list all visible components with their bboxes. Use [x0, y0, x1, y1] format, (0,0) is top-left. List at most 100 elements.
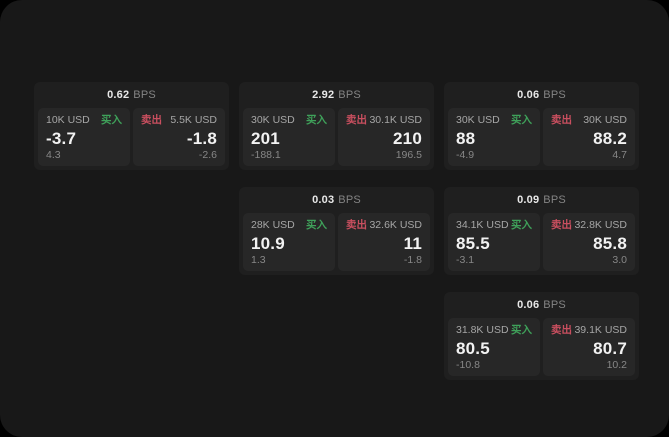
sell-panel[interactable]: 卖出 32.6K USD 11 -1.8 [338, 213, 430, 271]
quote-card: 2.92 BPS 30K USD 买入 201 -188.1 卖出 30.1K … [239, 82, 434, 170]
sell-panel-header: 卖出 30K USD [551, 115, 627, 126]
card-header: 0.06 BPS [444, 292, 639, 318]
buy-panel[interactable]: 30K USD 买入 201 -188.1 [243, 108, 335, 166]
bps-unit-label: BPS [133, 89, 156, 101]
card-header: 0.62 BPS [34, 82, 229, 108]
buy-delta: -10.8 [456, 358, 480, 371]
buy-size-label: 31.8K USD [456, 324, 509, 336]
bps-spread-value: 0.06 [517, 299, 540, 311]
sell-size-label: 39.1K USD [574, 324, 627, 336]
quote-card: 0.09 BPS 34.1K USD 买入 85.5 -3.1 卖出 32.8K… [444, 187, 639, 275]
buy-side-label: 买入 [306, 219, 327, 231]
sell-size-label: 32.6K USD [369, 219, 422, 231]
sell-panel-header: 卖出 32.8K USD [551, 220, 627, 231]
sell-size-label: 32.8K USD [574, 219, 627, 231]
sell-delta: 196.5 [395, 148, 422, 161]
buy-price: 80.5 [456, 338, 490, 358]
buy-delta: -4.9 [456, 148, 475, 161]
sell-panel[interactable]: 卖出 32.8K USD 85.8 3.0 [543, 213, 635, 271]
quote-card: 0.62 BPS 10K USD 买入 -3.7 4.3 卖出 5.5K USD… [34, 82, 229, 170]
card-header: 2.92 BPS [239, 82, 434, 108]
card-body: 31.8K USD 买入 80.5 -10.8 卖出 39.1K USD 80.… [444, 318, 639, 380]
buy-price: 85.5 [456, 233, 490, 253]
buy-panel-header: 31.8K USD 买入 [456, 325, 532, 336]
buy-size-label: 28K USD [251, 219, 295, 231]
buy-panel-header: 28K USD 买入 [251, 220, 327, 231]
sell-panel[interactable]: 卖出 30K USD 88.2 4.7 [543, 108, 635, 166]
sell-panel-header: 卖出 30.1K USD [346, 115, 422, 126]
sell-delta: 10.2 [606, 358, 627, 371]
sell-delta: 4.7 [612, 148, 627, 161]
bps-spread-value: 0.06 [517, 89, 540, 101]
buy-panel[interactable]: 10K USD 买入 -3.7 4.3 [38, 108, 130, 166]
buy-panel[interactable]: 30K USD 买入 88 -4.9 [448, 108, 540, 166]
buy-size-label: 34.1K USD [456, 219, 509, 231]
buy-price: -3.7 [46, 128, 77, 148]
sell-size-label: 5.5K USD [170, 114, 217, 126]
sell-size-label: 30K USD [583, 114, 627, 126]
sell-price: 80.7 [593, 338, 627, 358]
buy-price: 88 [456, 128, 476, 148]
card-header: 0.09 BPS [444, 187, 639, 213]
bps-spread-value: 0.62 [107, 89, 130, 101]
buy-delta: -188.1 [251, 148, 281, 161]
card-header: 0.03 BPS [239, 187, 434, 213]
buy-side-label: 买入 [306, 114, 327, 126]
quote-card: 0.06 BPS 31.8K USD 买入 80.5 -10.8 卖出 39.1… [444, 292, 639, 380]
sell-panel[interactable]: 卖出 5.5K USD -1.8 -2.6 [133, 108, 225, 166]
buy-side-label: 买入 [511, 219, 532, 231]
sell-delta: -2.6 [198, 148, 217, 161]
bps-unit-label: BPS [543, 194, 566, 206]
bps-unit-label: BPS [338, 89, 361, 101]
sell-side-label: 卖出 [346, 219, 367, 231]
quote-card: 0.06 BPS 30K USD 买入 88 -4.9 卖出 30K USD 8… [444, 82, 639, 170]
card-body: 28K USD 买入 10.9 1.3 卖出 32.6K USD 11 -1.8 [239, 213, 434, 275]
sell-price: -1.8 [186, 128, 217, 148]
buy-price: 201 [251, 128, 280, 148]
buy-size-label: 30K USD [456, 114, 500, 126]
sell-side-label: 卖出 [551, 114, 572, 126]
buy-panel-header: 30K USD 买入 [251, 115, 327, 126]
buy-panel[interactable]: 31.8K USD 买入 80.5 -10.8 [448, 318, 540, 376]
buy-panel-header: 30K USD 买入 [456, 115, 532, 126]
sell-panel[interactable]: 卖出 39.1K USD 80.7 10.2 [543, 318, 635, 376]
bps-unit-label: BPS [543, 89, 566, 101]
sell-delta: -1.8 [403, 253, 422, 266]
buy-size-label: 30K USD [251, 114, 295, 126]
buy-delta: 1.3 [251, 253, 266, 266]
buy-panel[interactable]: 34.1K USD 买入 85.5 -3.1 [448, 213, 540, 271]
sell-side-label: 卖出 [141, 114, 162, 126]
bps-spread-value: 2.92 [312, 89, 335, 101]
buy-side-label: 买入 [511, 324, 532, 336]
sell-side-label: 卖出 [346, 114, 367, 126]
buy-side-label: 买入 [101, 114, 122, 126]
sell-side-label: 卖出 [551, 324, 572, 336]
sell-panel-header: 卖出 39.1K USD [551, 325, 627, 336]
sell-panel-header: 卖出 5.5K USD [141, 115, 217, 126]
card-body: 30K USD 买入 88 -4.9 卖出 30K USD 88.2 4.7 [444, 108, 639, 170]
sell-delta: 3.0 [612, 253, 627, 266]
card-body: 34.1K USD 买入 85.5 -3.1 卖出 32.8K USD 85.8… [444, 213, 639, 275]
sell-price: 88.2 [593, 128, 627, 148]
buy-delta: -3.1 [456, 253, 475, 266]
bps-spread-value: 0.03 [312, 194, 335, 206]
sell-panel-header: 卖出 32.6K USD [346, 220, 422, 231]
buy-panel-header: 34.1K USD 买入 [456, 220, 532, 231]
buy-side-label: 买入 [511, 114, 532, 126]
card-header: 0.06 BPS [444, 82, 639, 108]
buy-size-label: 10K USD [46, 114, 90, 126]
sell-price: 11 [403, 233, 422, 253]
bps-spread-value: 0.09 [517, 194, 540, 206]
sell-price: 210 [393, 128, 422, 148]
buy-panel[interactable]: 28K USD 买入 10.9 1.3 [243, 213, 335, 271]
bps-unit-label: BPS [338, 194, 361, 206]
quote-card: 0.03 BPS 28K USD 买入 10.9 1.3 卖出 32.6K US… [239, 187, 434, 275]
bps-unit-label: BPS [543, 299, 566, 311]
sell-size-label: 30.1K USD [369, 114, 422, 126]
sell-panel[interactable]: 卖出 30.1K USD 210 196.5 [338, 108, 430, 166]
buy-price: 10.9 [251, 233, 285, 253]
card-body: 30K USD 买入 201 -188.1 卖出 30.1K USD 210 1… [239, 108, 434, 170]
buy-panel-header: 10K USD 买入 [46, 115, 122, 126]
card-body: 10K USD 买入 -3.7 4.3 卖出 5.5K USD -1.8 -2.… [34, 108, 229, 170]
